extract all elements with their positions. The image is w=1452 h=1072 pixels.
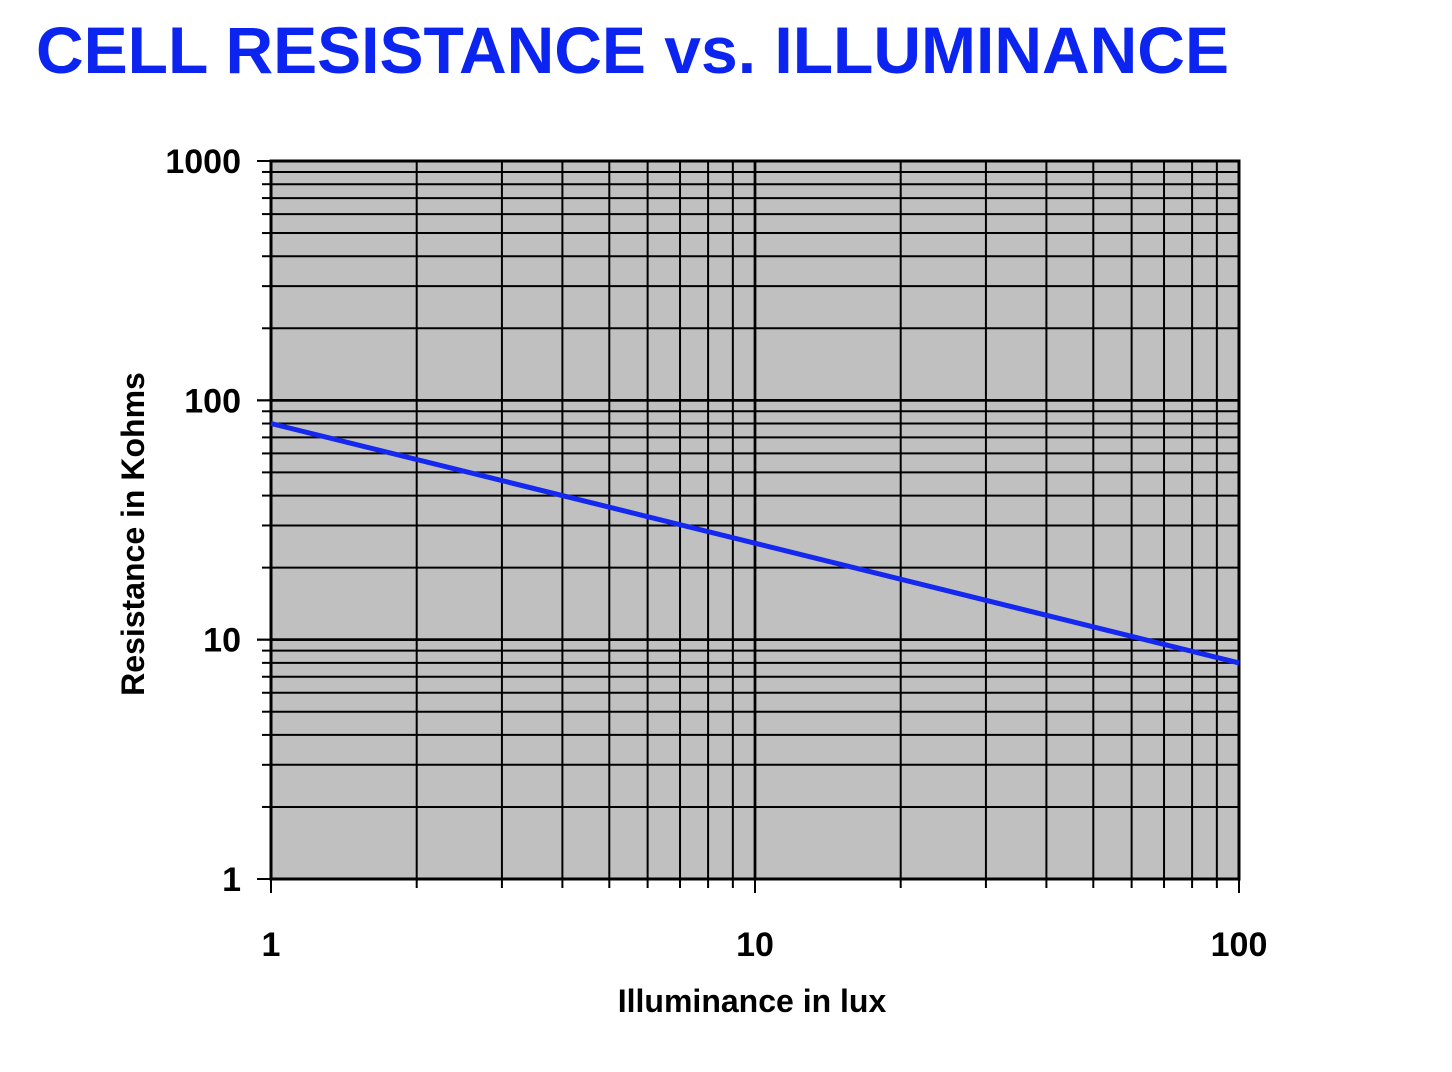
grid — [269, 159, 1241, 881]
x-axis-label: Illuminance in lux — [618, 983, 887, 1019]
plot-frame — [269, 159, 1241, 881]
y-tick-labels: 1 10 100 1000 — [165, 143, 241, 899]
x-tick-label: 1 — [262, 926, 281, 964]
y-tick-label: 10 — [203, 622, 241, 660]
chart-title: CELL RESISTANCE vs. ILLUMINANCE — [36, 13, 1229, 87]
y-axis-label: Resistance in Kohms — [115, 372, 151, 696]
series-line — [270, 421, 1240, 666]
x-tick-label: 10 — [736, 926, 774, 964]
series-layer — [270, 421, 1240, 666]
x-tick-label: 100 — [1211, 926, 1268, 964]
y-tick-label: 1 — [222, 861, 241, 899]
x-tick-labels: 1 10 100 — [262, 926, 1268, 964]
y-tick-label: 1000 — [165, 143, 241, 181]
y-tick-label: 100 — [184, 382, 241, 420]
